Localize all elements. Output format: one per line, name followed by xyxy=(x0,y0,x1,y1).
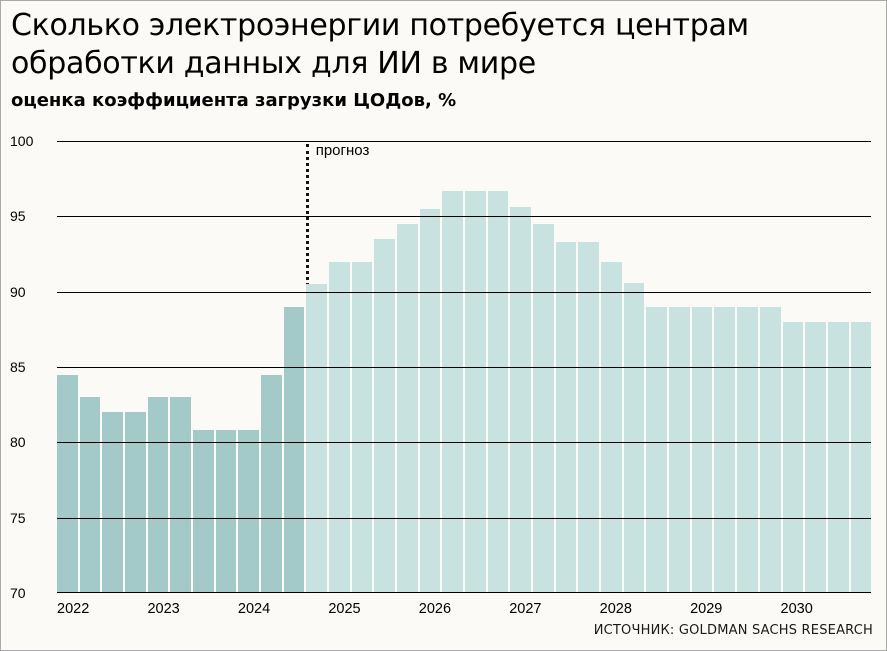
bar-2027-Q3 xyxy=(555,241,577,593)
x-tick-label-2022: 2022 xyxy=(57,601,90,617)
bars-container xyxy=(57,141,872,593)
bar-2030-Q3 xyxy=(827,321,849,593)
forecast-label: прогноз xyxy=(315,142,370,159)
chart-title: Сколько электроэнергии потребуется центр… xyxy=(11,7,749,82)
chart-subtitle: оценка коэффициента загрузки ЦОДов, % xyxy=(11,90,457,111)
bar-2026-Q4 xyxy=(487,190,509,593)
bar-2023-Q2 xyxy=(170,397,192,593)
bar-2024-Q4 xyxy=(306,284,328,593)
chart-title-line1: Сколько электроэнергии потребуется центр… xyxy=(11,8,749,43)
bar-2024-Q3 xyxy=(283,306,305,593)
bar-2026-Q2 xyxy=(442,190,464,593)
plot-area: прогноз 2022 2023 2024 2025 2026 2027 2028 2029… xyxy=(57,141,872,617)
x-tick-label-2023: 2023 xyxy=(147,601,180,617)
y-tick-label-80: 80 xyxy=(10,434,26,451)
bar-2025-Q3 xyxy=(374,238,396,593)
bar-2025-Q2 xyxy=(351,261,373,593)
y-tick-label-90: 90 xyxy=(10,283,26,300)
bar-2027-Q2 xyxy=(533,223,554,593)
bar-2030-Q1 xyxy=(782,321,804,593)
y-tick-label-75: 75 xyxy=(10,509,26,526)
bar-2028-Q1 xyxy=(601,261,622,593)
bar-2024-Q1 xyxy=(238,430,260,593)
bar-2024-Q2 xyxy=(261,374,282,593)
x-axis-line xyxy=(57,592,871,593)
y-axis-labels: 70 75 80 85 90 95 100 xyxy=(10,133,54,601)
source-credit: ИСТОЧНИК: GOLDMAN SACHS RESEARCH xyxy=(593,623,873,638)
bar-2022-Q3 xyxy=(102,412,124,593)
bar-2022-Q2 xyxy=(79,397,101,593)
x-tick-label-2024: 2024 xyxy=(237,601,271,617)
bar-2029-Q3 xyxy=(737,306,758,593)
x-tick-label-2030: 2030 xyxy=(780,601,813,617)
bar-2027-Q1 xyxy=(510,207,532,593)
bar-2028-Q4 xyxy=(669,306,690,593)
y-tick-label-95: 95 xyxy=(10,208,26,225)
bar-2028-Q2 xyxy=(623,282,645,593)
bar-2030-Q2 xyxy=(805,321,826,593)
bar-2026-Q3 xyxy=(465,190,486,593)
x-tick-label-2025: 2025 xyxy=(328,601,361,617)
x-tick-label-2026: 2026 xyxy=(418,601,452,617)
x-tick-label-2029: 2029 xyxy=(690,601,723,617)
bar-2029-Q4 xyxy=(759,306,781,593)
bar-2023-Q4 xyxy=(215,430,237,593)
bar-2029-Q2 xyxy=(714,306,736,593)
bar-2025-Q1 xyxy=(329,261,350,593)
bar-2027-Q4 xyxy=(578,241,600,593)
bar-2022-Q1 xyxy=(57,374,78,593)
x-tick-label-2027: 2027 xyxy=(509,601,542,617)
bar-2022-Q4 xyxy=(125,412,146,593)
x-tick-label-2028: 2028 xyxy=(599,601,632,617)
bar-2025-Q4 xyxy=(397,223,418,593)
y-tick-label-85: 85 xyxy=(10,359,26,375)
bar-2030-Q4 xyxy=(850,321,872,593)
chart-title-line2: обработки данных для ИИ в мире xyxy=(11,45,536,81)
y-tick-label-70: 70 xyxy=(10,585,26,601)
bar-2023-Q3 xyxy=(193,430,214,593)
bar-2028-Q3 xyxy=(646,306,668,593)
y-tick-label-100: 100 xyxy=(10,133,34,149)
bar-2026-Q1 xyxy=(419,208,441,593)
bar-2029-Q1 xyxy=(691,306,713,593)
bar-2023-Q1 xyxy=(147,397,169,593)
